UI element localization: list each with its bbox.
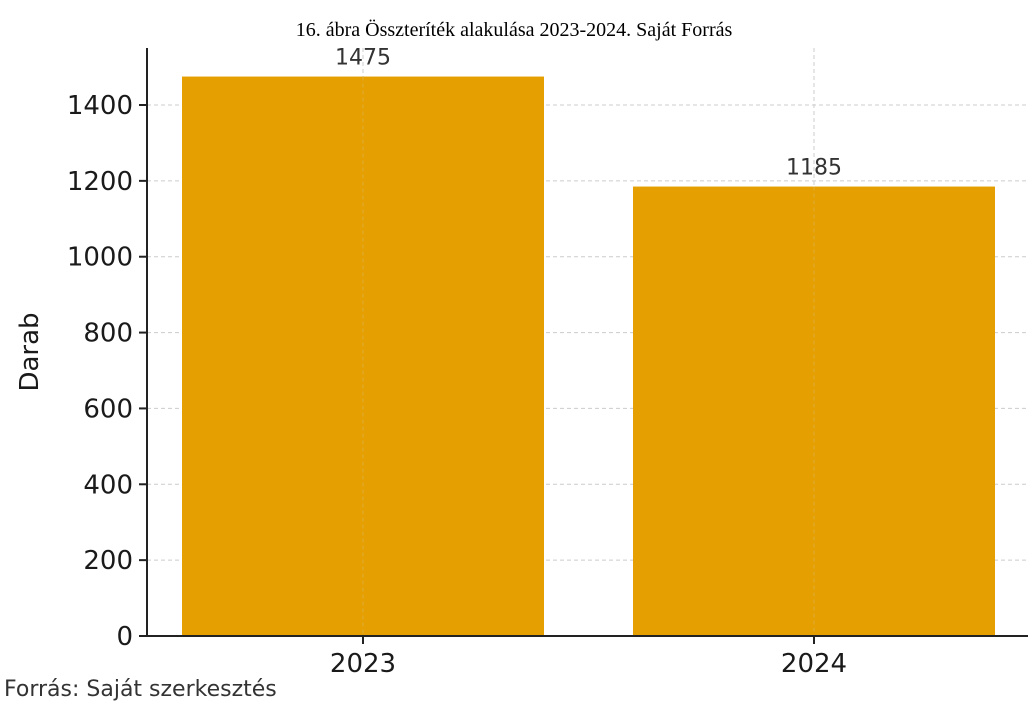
data-label-2024: 1185 xyxy=(786,156,842,181)
source-note: Forrás: Saját szerkesztés xyxy=(4,677,277,702)
y-tick-label-1400: 1400 xyxy=(67,91,133,121)
y-axis-label: Darab xyxy=(15,312,45,391)
y-tick-label-1200: 1200 xyxy=(67,167,133,197)
data-label-2023: 1475 xyxy=(335,46,391,71)
figure-caption: 16. ábra Összteríték alakulása 2023-2024… xyxy=(295,19,733,41)
x-tick-label-2023: 2023 xyxy=(330,649,396,679)
y-tick-label-200: 200 xyxy=(83,546,133,576)
y-tick-label-600: 600 xyxy=(83,394,133,424)
y-tick-label-0: 0 xyxy=(116,622,133,652)
bar-2023 xyxy=(182,76,544,636)
y-tick-label-400: 400 xyxy=(83,470,133,500)
y-tick-label-800: 800 xyxy=(83,319,133,349)
x-tick-label-2024: 2024 xyxy=(781,649,847,679)
y-tick-label-1000: 1000 xyxy=(67,243,133,273)
